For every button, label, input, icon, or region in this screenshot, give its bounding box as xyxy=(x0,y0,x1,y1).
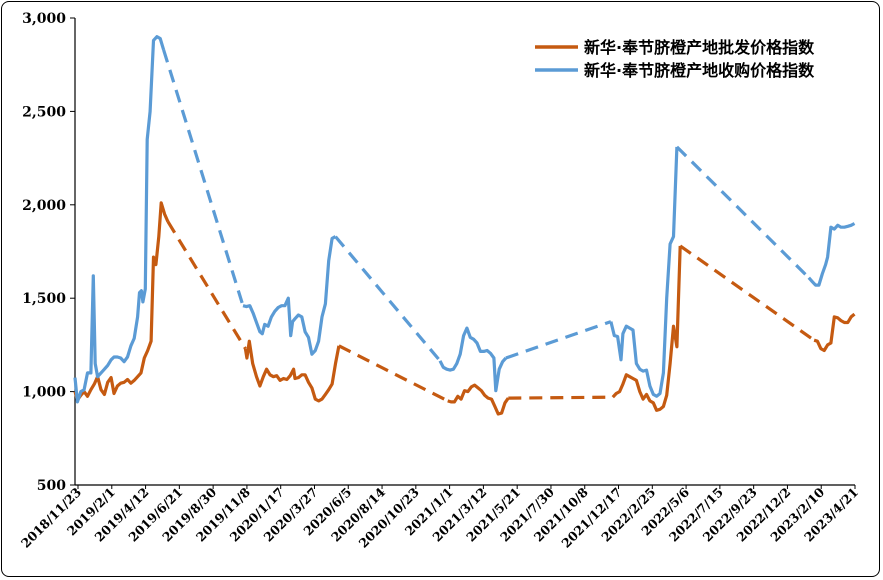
y-tick-label: 2,500 xyxy=(22,104,66,120)
series-1-dashed-line xyxy=(166,220,247,350)
legend-label-1: 新华·奉节脐橙产地批发价格指数 xyxy=(584,38,815,57)
series-2-solid-line xyxy=(242,235,337,356)
y-tick-label: 2,000 xyxy=(22,198,66,214)
series-2-solid-line xyxy=(609,146,679,398)
series-2-dashed-line xyxy=(162,49,245,307)
series-1-solid-line xyxy=(243,339,341,403)
series-2-solid-line xyxy=(438,326,508,393)
legend-label-2: 新华·奉节脐橙产地收购价格指数 xyxy=(584,61,815,80)
series-2-dashed-line xyxy=(675,145,810,279)
series-2-dashed-line xyxy=(505,320,612,360)
series-1-dashed-line xyxy=(679,244,816,342)
y-tick-label: 3,000 xyxy=(22,11,66,27)
y-tick-label: 1,500 xyxy=(22,291,66,307)
series-2-dashed-line xyxy=(334,235,442,362)
series-1-solid-line xyxy=(611,245,682,412)
series-2-solid-line xyxy=(73,35,166,404)
series-1-solid-line xyxy=(813,312,856,353)
series-1-dashed-line xyxy=(508,395,613,400)
series-1-solid-line xyxy=(447,383,510,416)
series-2-solid-line xyxy=(807,222,856,287)
y-tick-label: 500 xyxy=(37,478,66,494)
y-tick-label: 1,000 xyxy=(22,385,66,401)
series-1-solid-line xyxy=(73,201,170,402)
series-1-dashed-line xyxy=(338,344,449,403)
